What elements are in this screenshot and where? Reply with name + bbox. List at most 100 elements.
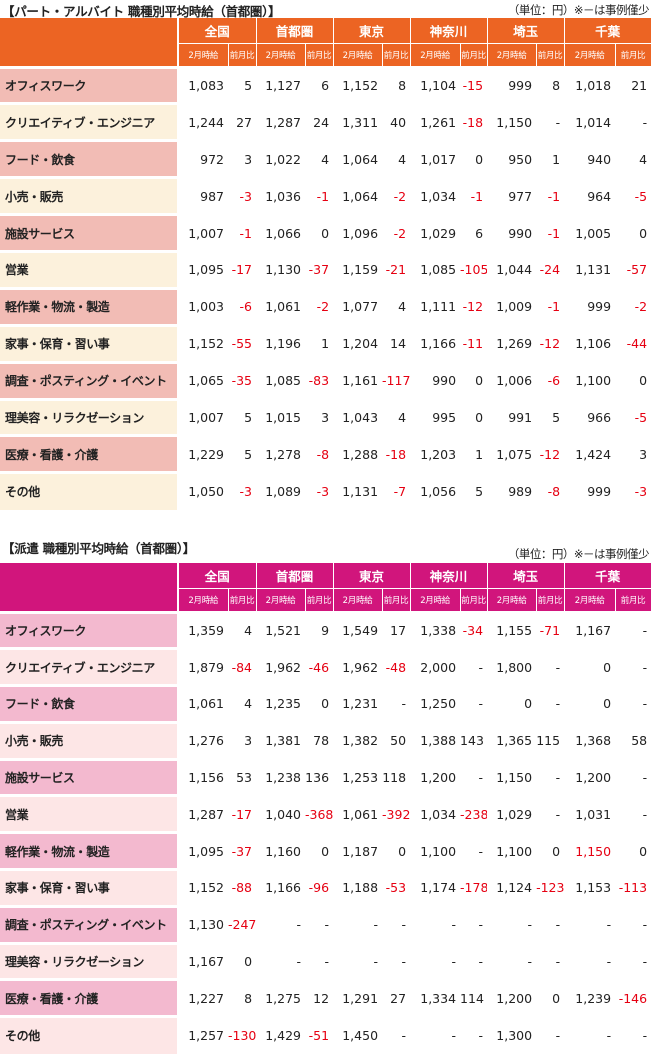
region-header: 千葉: [564, 563, 651, 588]
hourly-wage-cell: 977: [487, 176, 537, 215]
hourly-wage-cell: 972: [178, 139, 228, 178]
month-change-cell: 4: [382, 139, 411, 178]
wage-subheader: 2月時給: [178, 42, 229, 67]
hourly-wage-cell: 1,014: [564, 102, 616, 141]
month-change-cell: -392: [382, 794, 411, 833]
hourly-wage-cell: 0: [564, 684, 616, 723]
table-row: クリエイティブ・エンジニア 1,244 27 1,287 24 1,311 40 1,261-…: [0, 102, 651, 141]
month-change-cell: -55: [228, 323, 257, 363]
month-change-cell: 27: [382, 978, 411, 1017]
hourly-wage-cell: 0: [487, 684, 537, 723]
table-row: 軽作業・物流・製造 1,095 -37 1,160 0 1,187 0 1,100-1,100…: [0, 831, 651, 870]
hourly-wage-cell: 1,388: [410, 720, 461, 760]
month-change-cell: 50: [382, 720, 411, 760]
table-row: その他 1,257 -130 1,429 -51 1,450- - -1,300- - -: [0, 1015, 651, 1054]
region-header-row: 全国 首都圏 東京 神奈川 埼玉 千葉: [0, 563, 651, 612]
month-change-cell: -34: [460, 610, 488, 649]
hourly-wage-cell: 966: [564, 397, 616, 436]
job-category-label: 軽作業・物流・製造: [0, 831, 180, 870]
hourly-wage-cell: 1,152: [333, 65, 383, 104]
hourly-wage-cell: 999: [564, 471, 616, 510]
job-category-label: フード・飲食: [0, 139, 180, 178]
region-header: 千葉: [564, 18, 651, 43]
month-change-cell: -6: [228, 286, 257, 326]
change-subheader: 前月比: [615, 42, 651, 67]
hourly-wage-cell: 1,007: [178, 397, 228, 436]
wage-subheader: 2月時給: [410, 42, 461, 67]
hourly-wage-cell: 989: [487, 471, 537, 510]
month-change-cell: -: [615, 684, 651, 723]
change-subheader: 前月比: [228, 42, 257, 67]
month-change-cell: -83: [305, 360, 334, 400]
hourly-wage-cell: 1,166: [256, 868, 306, 907]
month-change-cell: 0: [305, 831, 334, 870]
part-time-title: 【パート・アルバイト 職種別平均時給（首都圏）】: [2, 4, 281, 19]
job-category-label: 調査・ポスティング・イベント: [0, 904, 180, 944]
month-change-cell: 1: [305, 323, 334, 363]
hourly-wage-cell: 1,365: [487, 720, 537, 760]
hourly-wage-cell: 1,200: [487, 978, 537, 1017]
hourly-wage-cell: 1,338: [410, 610, 461, 649]
hourly-wage-cell: 1,429: [256, 1015, 306, 1054]
table-row: 医療・看護・介護 1,227 8 1,275 12 1,291 27 1,334 114 1,20…: [0, 978, 651, 1017]
month-change-cell: 8: [382, 65, 411, 104]
month-change-cell: -71: [536, 610, 565, 649]
hourly-wage-cell: 1,034: [410, 794, 461, 833]
hourly-wage-cell: 1,962: [256, 647, 306, 686]
hourly-wage-cell: 1,085: [410, 249, 461, 289]
hourly-wage-cell: 1,196: [256, 323, 306, 363]
month-change-cell: -: [536, 904, 565, 944]
hourly-wage-cell: -: [487, 941, 537, 980]
hourly-wage-cell: 1,015: [256, 397, 306, 436]
hourly-wage-cell: 0: [564, 647, 616, 686]
hourly-wage-cell: 990: [487, 213, 537, 252]
hourly-wage-cell: -: [333, 941, 383, 980]
month-change-cell: -5: [615, 397, 651, 436]
hourly-wage-cell: 1,250: [410, 684, 461, 723]
month-change-cell: 3: [228, 720, 257, 760]
hourly-wage-cell: 1,043: [333, 397, 383, 436]
job-category-label: 医療・看護・介護: [0, 978, 180, 1017]
hourly-wage-cell: 1,155: [487, 610, 537, 649]
month-change-cell: -117: [382, 360, 411, 400]
hourly-wage-cell: 1,029: [487, 794, 537, 833]
table-row: 営業 1,287 -17 1,040 -368 1,061 -392 1,034 -238 1,0…: [0, 794, 651, 833]
hourly-wage-cell: 1,261: [410, 102, 461, 141]
month-change-cell: 6: [460, 213, 488, 252]
month-change-cell: -37: [305, 249, 334, 289]
table-row: 家事・保育・習い事 1,152 -88 1,166 -96 1,188 -53 1,174 -1…: [0, 868, 651, 907]
hourly-wage-cell: 1,166: [410, 323, 461, 363]
wage-subheader: 2月時給: [487, 587, 537, 612]
month-change-cell: -2: [382, 176, 411, 215]
hourly-wage-cell: 1,095: [178, 249, 228, 289]
month-change-cell: -44: [615, 323, 651, 363]
hourly-wage-cell: 1,382: [333, 720, 383, 760]
table-row: 軽作業・物流・製造 1,003 -6 1,061 -2 1,077 4 1,111 -12 1,0…: [0, 286, 651, 326]
hourly-wage-cell: 1,288: [333, 434, 383, 473]
month-change-cell: 1: [536, 139, 565, 178]
month-change-cell: -: [615, 647, 651, 686]
month-change-cell: 40: [382, 102, 411, 141]
change-subheader: 前月比: [615, 587, 651, 612]
hourly-wage-cell: 1,150: [487, 102, 537, 141]
month-change-cell: -113: [615, 868, 651, 907]
month-change-cell: 0: [615, 360, 651, 400]
part-time-unit-note: （単位：円）※－は事例僅少: [507, 3, 650, 17]
wage-subheader: 2月時給: [410, 587, 461, 612]
month-change-cell: 115: [536, 720, 565, 760]
dispatch-wage-table: 全国 首都圏 東京 神奈川 埼玉 千葉 2月時給 前月比 2月時給 前月比 2月時給 前月比 2月時給前…: [0, 563, 651, 1054]
hourly-wage-cell: 1,100: [564, 360, 616, 400]
job-category-label: 理美容・リラクゼーション: [0, 941, 180, 980]
dispatch-unit-note: （単位：円）※－は事例僅少: [507, 547, 650, 561]
hourly-wage-cell: 1,521: [256, 610, 306, 649]
month-change-cell: -: [536, 1015, 565, 1054]
region-header: 全国: [178, 18, 257, 43]
wage-subheader: 2月時給: [178, 587, 229, 612]
month-change-cell: -: [615, 941, 651, 980]
hourly-wage-cell: 1,061: [178, 684, 228, 723]
month-change-cell: 17: [382, 610, 411, 649]
hourly-wage-cell: 1,200: [564, 757, 616, 796]
month-change-cell: -3: [615, 471, 651, 510]
month-change-cell: 9: [305, 610, 334, 649]
job-category-label: 医療・看護・介護: [0, 434, 180, 473]
